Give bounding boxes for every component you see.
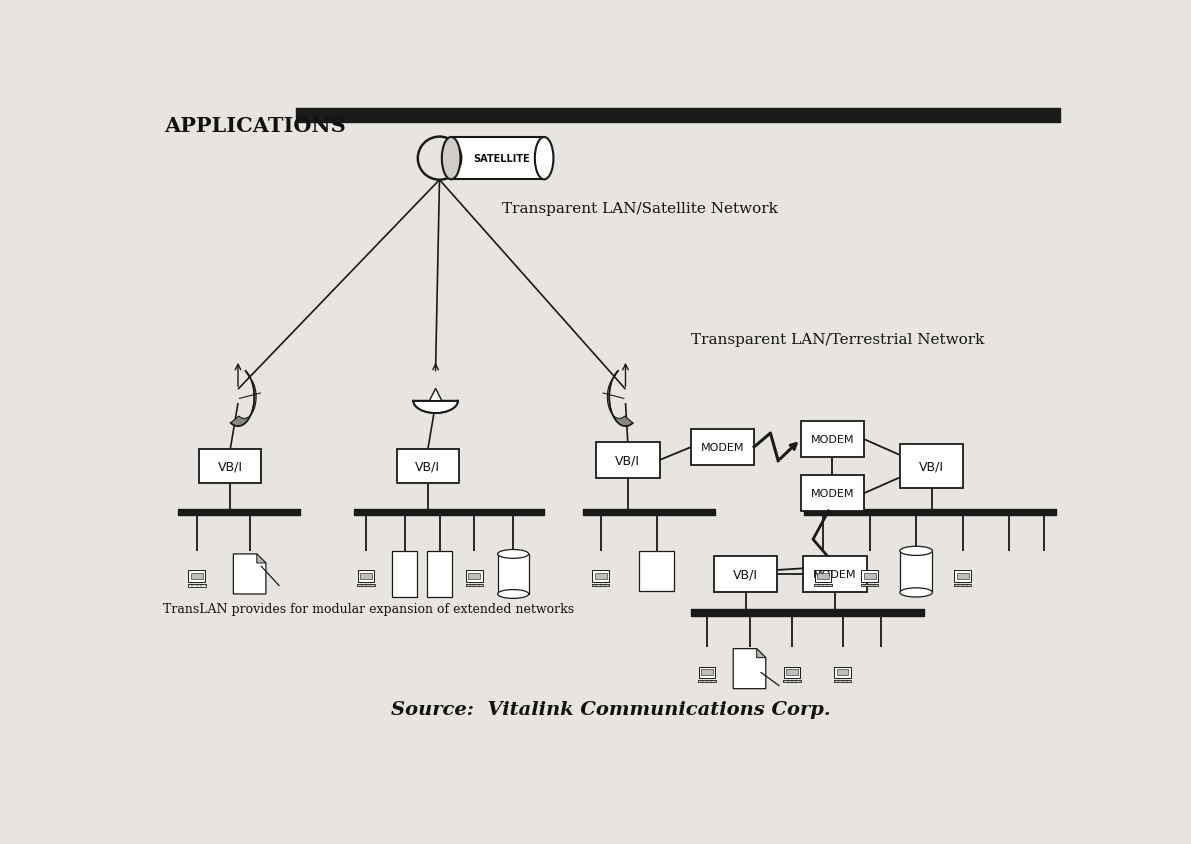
FancyBboxPatch shape [803, 556, 867, 592]
Text: Source:  Vitalink Communications Corp.: Source: Vitalink Communications Corp. [391, 700, 830, 718]
Text: MODEM: MODEM [811, 435, 854, 445]
Polygon shape [430, 389, 442, 401]
FancyBboxPatch shape [357, 571, 374, 582]
Text: SATELLITE: SATELLITE [473, 154, 530, 164]
FancyBboxPatch shape [699, 667, 715, 679]
Polygon shape [233, 555, 266, 594]
Text: APPLICATIONS: APPLICATIONS [164, 116, 347, 136]
Ellipse shape [900, 547, 933, 555]
FancyBboxPatch shape [199, 450, 261, 484]
FancyBboxPatch shape [815, 571, 831, 582]
FancyBboxPatch shape [397, 450, 459, 484]
FancyBboxPatch shape [357, 584, 374, 587]
FancyBboxPatch shape [360, 573, 372, 579]
FancyBboxPatch shape [800, 476, 865, 511]
FancyBboxPatch shape [834, 680, 852, 683]
Text: VB/I: VB/I [616, 454, 641, 467]
Text: MODEM: MODEM [813, 569, 856, 579]
FancyBboxPatch shape [592, 584, 610, 587]
FancyBboxPatch shape [861, 584, 878, 587]
FancyBboxPatch shape [640, 551, 674, 591]
Polygon shape [413, 401, 459, 414]
FancyBboxPatch shape [836, 669, 848, 675]
FancyBboxPatch shape [861, 571, 878, 582]
Text: VB/I: VB/I [734, 568, 759, 581]
FancyBboxPatch shape [468, 573, 480, 579]
FancyBboxPatch shape [784, 680, 800, 683]
FancyBboxPatch shape [188, 571, 206, 582]
Text: VB/I: VB/I [919, 460, 944, 473]
FancyBboxPatch shape [900, 551, 933, 592]
FancyBboxPatch shape [900, 444, 964, 489]
FancyBboxPatch shape [863, 573, 875, 579]
Ellipse shape [442, 138, 461, 180]
FancyBboxPatch shape [834, 667, 850, 679]
Ellipse shape [535, 138, 554, 180]
Text: MODEM: MODEM [700, 442, 744, 452]
FancyBboxPatch shape [817, 573, 829, 579]
FancyBboxPatch shape [451, 138, 544, 180]
FancyBboxPatch shape [713, 556, 778, 592]
Polygon shape [756, 649, 766, 658]
FancyBboxPatch shape [954, 571, 971, 582]
Text: VB/I: VB/I [416, 460, 441, 473]
Ellipse shape [498, 590, 529, 598]
FancyBboxPatch shape [956, 573, 968, 579]
FancyBboxPatch shape [701, 669, 712, 675]
Polygon shape [734, 649, 766, 689]
FancyBboxPatch shape [594, 573, 606, 579]
Text: VB/I: VB/I [218, 460, 243, 473]
FancyBboxPatch shape [466, 584, 484, 587]
Ellipse shape [900, 588, 933, 598]
FancyBboxPatch shape [698, 680, 716, 683]
FancyBboxPatch shape [954, 584, 972, 587]
FancyBboxPatch shape [191, 573, 204, 580]
FancyBboxPatch shape [428, 551, 451, 598]
FancyBboxPatch shape [691, 430, 754, 465]
Text: Transparent LAN/Terrestrial Network: Transparent LAN/Terrestrial Network [691, 333, 985, 347]
FancyBboxPatch shape [498, 555, 529, 594]
FancyBboxPatch shape [592, 571, 609, 582]
FancyBboxPatch shape [466, 571, 482, 582]
Polygon shape [607, 371, 632, 426]
FancyBboxPatch shape [784, 667, 800, 679]
Polygon shape [257, 555, 266, 563]
FancyBboxPatch shape [815, 584, 831, 587]
Text: TransLAN provides for modular expansion of extended networks: TransLAN provides for modular expansion … [163, 603, 574, 615]
FancyBboxPatch shape [800, 422, 865, 457]
FancyBboxPatch shape [786, 669, 798, 675]
FancyBboxPatch shape [392, 551, 417, 598]
Polygon shape [231, 371, 256, 426]
Ellipse shape [498, 550, 529, 559]
Text: Transparent LAN/Satellite Network: Transparent LAN/Satellite Network [501, 202, 778, 216]
FancyBboxPatch shape [596, 443, 660, 479]
FancyBboxPatch shape [188, 584, 206, 587]
Text: MODEM: MODEM [811, 489, 854, 499]
